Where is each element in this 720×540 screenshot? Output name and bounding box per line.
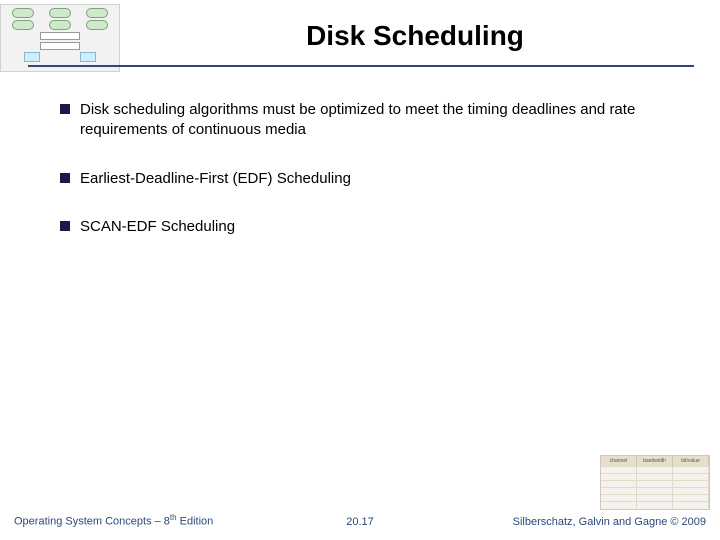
bullet-text: Disk scheduling algorithms must be optim…	[80, 100, 680, 141]
slide-title: Disk Scheduling	[135, 20, 695, 52]
content-area: Disk scheduling algorithms must be optim…	[60, 100, 680, 265]
square-bullet-icon	[60, 173, 70, 183]
thumb-header: bandwidth	[637, 456, 673, 466]
decorative-table-thumbnail: channel bandwidth bit/value	[600, 455, 710, 510]
bullet-text: Earliest-Deadline-First (EDF) Scheduling	[80, 169, 680, 189]
slide: Disk Scheduling Disk scheduling algorith…	[0, 0, 720, 540]
square-bullet-icon	[60, 221, 70, 231]
thumb-header: bit/value	[673, 456, 709, 466]
bullet-item: SCAN-EDF Scheduling	[60, 217, 680, 237]
bullet-item: Earliest-Deadline-First (EDF) Scheduling	[60, 169, 680, 189]
bullet-text: SCAN-EDF Scheduling	[80, 217, 680, 237]
thumb-header: channel	[601, 456, 637, 466]
bullet-item: Disk scheduling algorithms must be optim…	[60, 100, 680, 141]
title-underline	[28, 65, 694, 67]
decorative-thumbnail-top-left	[0, 4, 120, 72]
footer-right: Silberschatz, Galvin and Gagne © 2009	[513, 516, 706, 528]
square-bullet-icon	[60, 104, 70, 114]
